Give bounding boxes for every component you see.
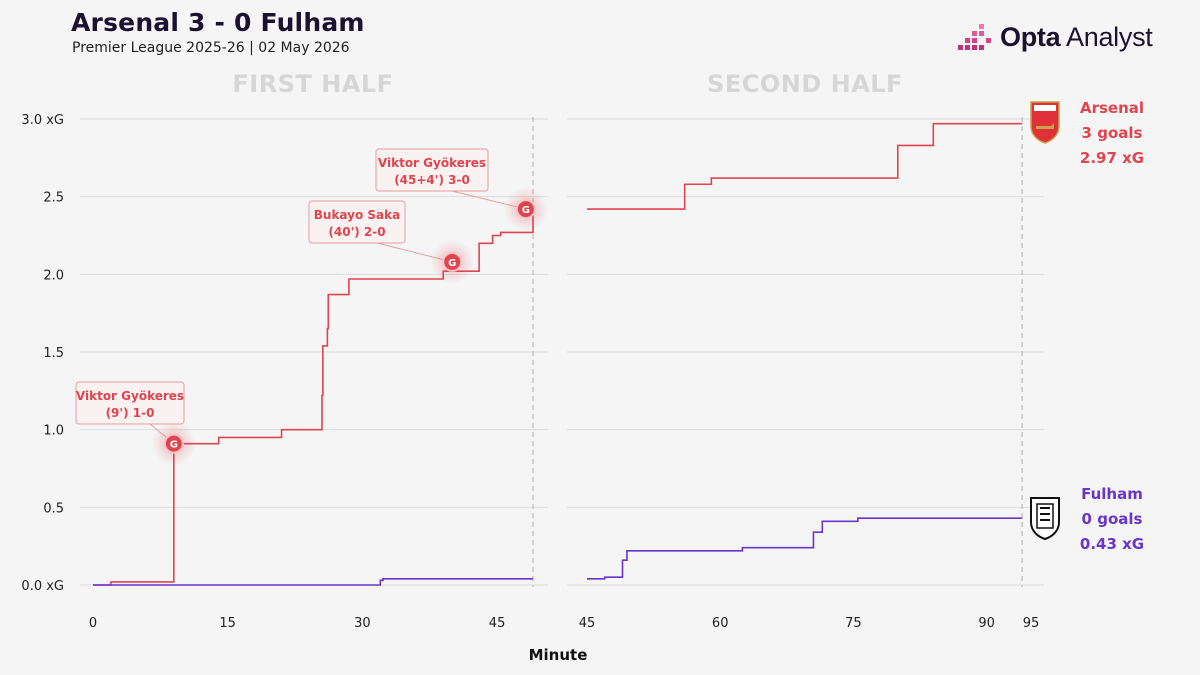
arsenal-crest-banner	[1034, 105, 1056, 111]
arsenal-summary-xg: 2.97 xG	[1080, 149, 1144, 167]
fulham-crest-inner	[1036, 503, 1054, 529]
goal-annotation-box	[308, 200, 406, 244]
arsenal-xg-line-first-half	[93, 209, 534, 586]
x-tick-label: 45	[579, 616, 596, 631]
page-title: Arsenal 3 - 0 Fulham	[71, 8, 365, 37]
y-tick-label: 2.5	[43, 191, 64, 206]
y-tick-label: 1.0	[43, 424, 64, 439]
goal-annotation-box	[75, 381, 185, 425]
brand-bold: Opta	[1000, 22, 1061, 52]
goal-marker-label: G	[170, 440, 178, 451]
brand-name: Opta Analyst	[1000, 22, 1153, 53]
y-tick-label: 0.0 xG	[21, 579, 64, 594]
goal-marker-label: G	[522, 205, 530, 216]
arsenal-xg-line-second-half	[587, 122, 1023, 210]
x-tick-label: 95	[1023, 616, 1040, 631]
fulham-summary-goals: 0 goals	[1082, 510, 1143, 528]
goal-annotation-minute-score: (40') 2-0	[328, 225, 385, 239]
fulham-crest-icon	[1030, 497, 1060, 541]
goal-marker	[442, 251, 463, 272]
y-tick-label: 2.0	[43, 268, 64, 283]
goal-annotation-box	[375, 148, 489, 192]
x-tick-label: 15	[219, 616, 236, 631]
goal-marker	[163, 433, 184, 454]
x-tick-label: 45	[489, 616, 506, 631]
goal-annotation-scorer: Viktor Gyökeres	[76, 389, 184, 403]
brand-light: Analyst	[1060, 22, 1153, 52]
goal-annotation-minute-score: (9') 1-0	[106, 406, 155, 420]
half-title-1: FIRST HALF	[232, 70, 393, 98]
half-title-2: SECOND HALF	[707, 70, 903, 98]
y-tick-label: 3.0 xG	[21, 113, 64, 128]
fulham-summary-xg: 0.43 xG	[1080, 535, 1144, 553]
x-axis-label: Minute	[529, 646, 588, 664]
fulham-xg-line-second-half	[587, 517, 1023, 580]
y-tick-label: 0.5	[43, 501, 64, 516]
fulham-summary-team: Fulham	[1081, 485, 1143, 503]
y-tick-label: 1.5	[43, 346, 64, 361]
x-tick-label: 90	[978, 616, 995, 631]
goal-annotation-scorer: Bukayo Saka	[314, 208, 400, 222]
opta-analyst-logo: Opta Analyst	[958, 22, 1153, 53]
fulham-xg-line-first-half	[93, 577, 533, 586]
arsenal-crest-cannon	[1036, 123, 1054, 129]
opta-logo-icon	[958, 23, 991, 50]
goal-marker-label: G	[448, 258, 456, 269]
goal-annotation-scorer: Viktor Gyökeres	[378, 156, 486, 170]
goal-annotation-minute-score: (45+4') 3-0	[394, 173, 470, 187]
goal-marker	[515, 199, 536, 220]
x-tick-label: 30	[354, 616, 371, 631]
arsenal-summary-goals: 3 goals	[1082, 124, 1143, 142]
x-tick-label: 75	[845, 616, 862, 631]
arsenal-crest-icon	[1030, 101, 1060, 144]
fulham-crest-stripes	[1040, 507, 1050, 521]
page-subtitle: Premier League 2025-26 | 02 May 2026	[72, 40, 350, 56]
arsenal-summary-team: Arsenal	[1080, 99, 1144, 117]
x-tick-label: 0	[89, 616, 97, 631]
x-tick-label: 60	[712, 616, 729, 631]
arsenal-crest-shield	[1030, 101, 1060, 144]
